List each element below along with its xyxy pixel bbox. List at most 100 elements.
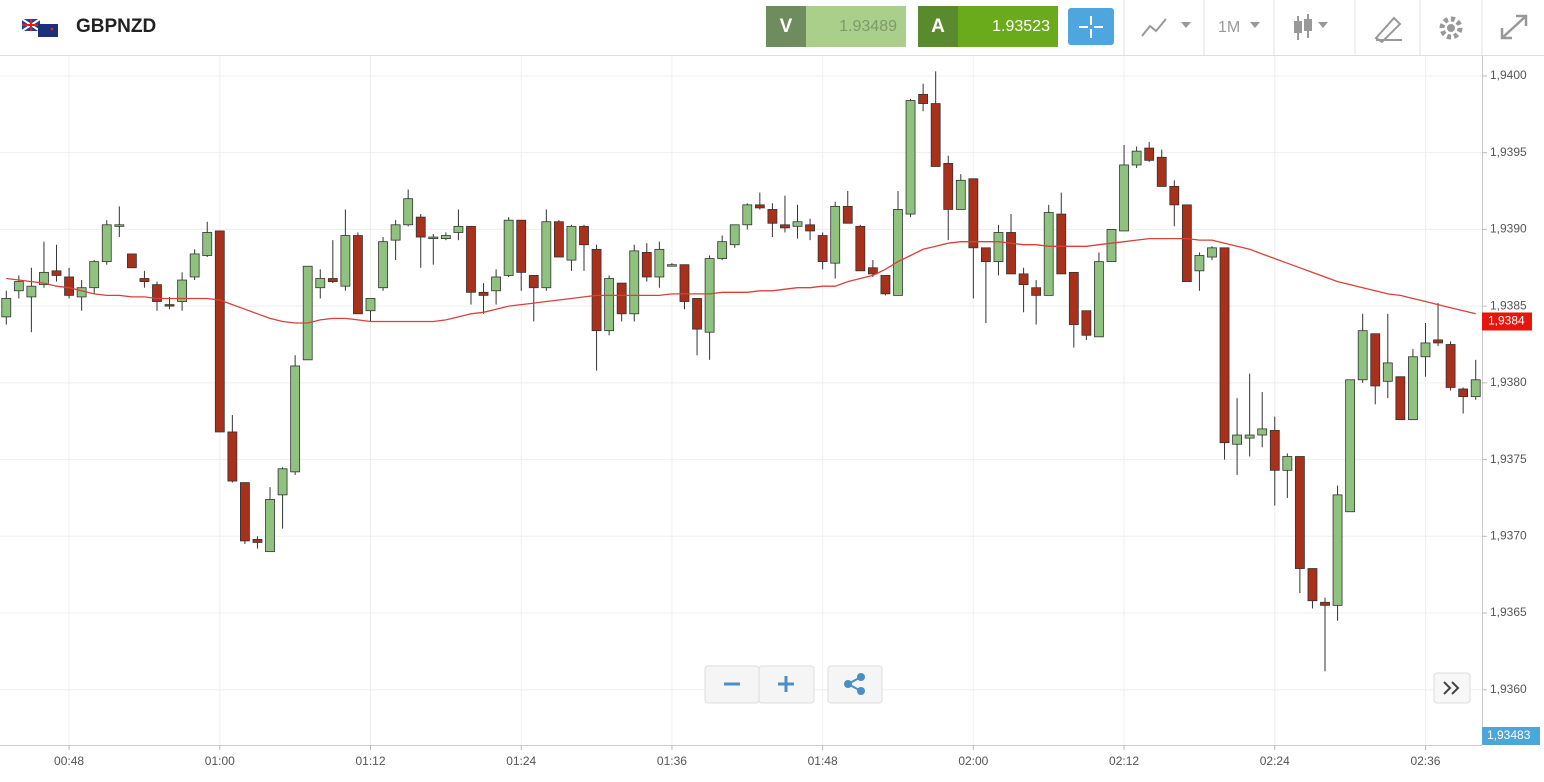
crosshair-icon <box>1079 16 1103 38</box>
candle-body <box>1106 229 1117 263</box>
candle-body <box>893 209 903 296</box>
candle-body <box>240 482 250 542</box>
candle-body <box>164 304 175 307</box>
candle-body <box>466 225 476 293</box>
candle-body <box>453 225 464 233</box>
fullscreen-button[interactable] <box>1500 14 1528 40</box>
candle-body <box>1294 456 1305 569</box>
candle-body <box>867 267 878 275</box>
price-tag-label: 1,9384 <box>1488 314 1525 328</box>
candle-body <box>842 205 853 224</box>
y-tick-label: 1,9395 <box>1490 145 1527 159</box>
candle-body <box>1408 356 1418 421</box>
candle-body <box>1282 456 1293 471</box>
candle-body <box>1320 601 1330 606</box>
candle-body <box>918 93 929 104</box>
x-tick-label: 02:36 <box>1410 754 1440 768</box>
timeframe[interactable]: 1M <box>1218 19 1240 36</box>
candle-body <box>679 264 690 302</box>
bottom-price-label: 1,93483 <box>1487 728 1531 742</box>
zoom-controls <box>704 665 1471 704</box>
candle-body <box>315 278 326 289</box>
candle-body <box>428 236 439 239</box>
ask-tag[interactable] <box>918 6 958 47</box>
candle-body <box>1056 213 1067 275</box>
ask-box[interactable] <box>958 6 1058 47</box>
x-tick-label: 01:24 <box>506 754 536 768</box>
candle-body <box>717 241 728 259</box>
share-icon <box>844 673 865 695</box>
candle-body <box>880 275 891 295</box>
crosshair-button[interactable] <box>1068 8 1114 45</box>
candle-type-button[interactable] <box>1294 14 1328 40</box>
chart-type-button[interactable] <box>1141 18 1191 37</box>
candle-body <box>139 278 150 282</box>
bid-price: 1.93489 <box>839 18 897 35</box>
candle-body <box>767 209 778 224</box>
candle-body <box>830 205 841 264</box>
candle-body <box>742 204 753 226</box>
candle-body <box>114 224 125 227</box>
candle-body <box>353 235 363 315</box>
candle-body <box>152 284 162 302</box>
candle-body <box>1131 150 1142 166</box>
candle-body <box>227 431 238 482</box>
candle-body <box>729 224 740 246</box>
candle-body <box>177 279 188 302</box>
price-tag <box>1482 312 1532 331</box>
dropdown-arrow <box>1250 22 1260 28</box>
candle-body <box>76 287 87 298</box>
candle-body <box>1144 147 1155 161</box>
candle-body <box>1043 212 1054 296</box>
candle-body <box>378 241 388 289</box>
candle-body <box>1345 379 1356 513</box>
line-icon <box>1141 18 1167 37</box>
candle-body <box>566 225 577 261</box>
candle-body <box>1257 428 1268 436</box>
y-tick-label: 1,9375 <box>1490 452 1527 466</box>
y-tick-label: 1,9370 <box>1490 528 1527 542</box>
candle-body <box>1018 273 1029 286</box>
candle-body <box>905 100 916 215</box>
candle-body <box>403 198 414 226</box>
candle-body <box>604 278 615 332</box>
settings-center <box>1447 24 1455 32</box>
candle-body <box>265 499 275 553</box>
candle-body <box>1244 434 1255 439</box>
y-tick-label: 1,9380 <box>1490 375 1527 389</box>
candle-body <box>1370 333 1381 387</box>
candle-body <box>817 235 828 263</box>
candle-body <box>1031 287 1042 296</box>
candle-icon-body <box>1294 21 1302 33</box>
candle-body <box>1395 376 1406 421</box>
candle-body <box>855 225 866 272</box>
candle-body <box>440 235 451 240</box>
candle-body <box>616 282 627 315</box>
settings-button[interactable] <box>1439 16 1463 40</box>
candle-body <box>528 275 539 289</box>
candle-body <box>302 265 313 361</box>
candle-body <box>1094 261 1104 338</box>
bid-label: V <box>780 16 793 37</box>
bid-tag[interactable] <box>766 6 806 47</box>
share-lines <box>847 676 862 692</box>
candle-body <box>1181 204 1192 282</box>
share-button[interactable] <box>827 665 883 704</box>
candle-body <box>1 298 12 318</box>
candle-body <box>930 103 941 167</box>
bid-box[interactable] <box>806 6 906 47</box>
moving-average-line <box>6 237 1476 324</box>
candle-body <box>654 248 665 278</box>
scroll-end-button[interactable] <box>1433 672 1471 704</box>
flag-nz <box>38 24 58 37</box>
candle-body <box>667 264 677 267</box>
candle-body <box>126 253 137 269</box>
candle-body <box>290 365 301 473</box>
draw-button[interactable] <box>1374 16 1402 44</box>
header: GBPNZD V 1.93489 A 1.93523 1M <box>0 0 1544 56</box>
candle-body <box>1357 330 1368 381</box>
y-tick-label: 1,9365 <box>1490 605 1527 619</box>
y-tick-label: 1,9400 <box>1490 68 1527 82</box>
candle-body <box>64 276 74 296</box>
candle-body <box>202 232 213 256</box>
